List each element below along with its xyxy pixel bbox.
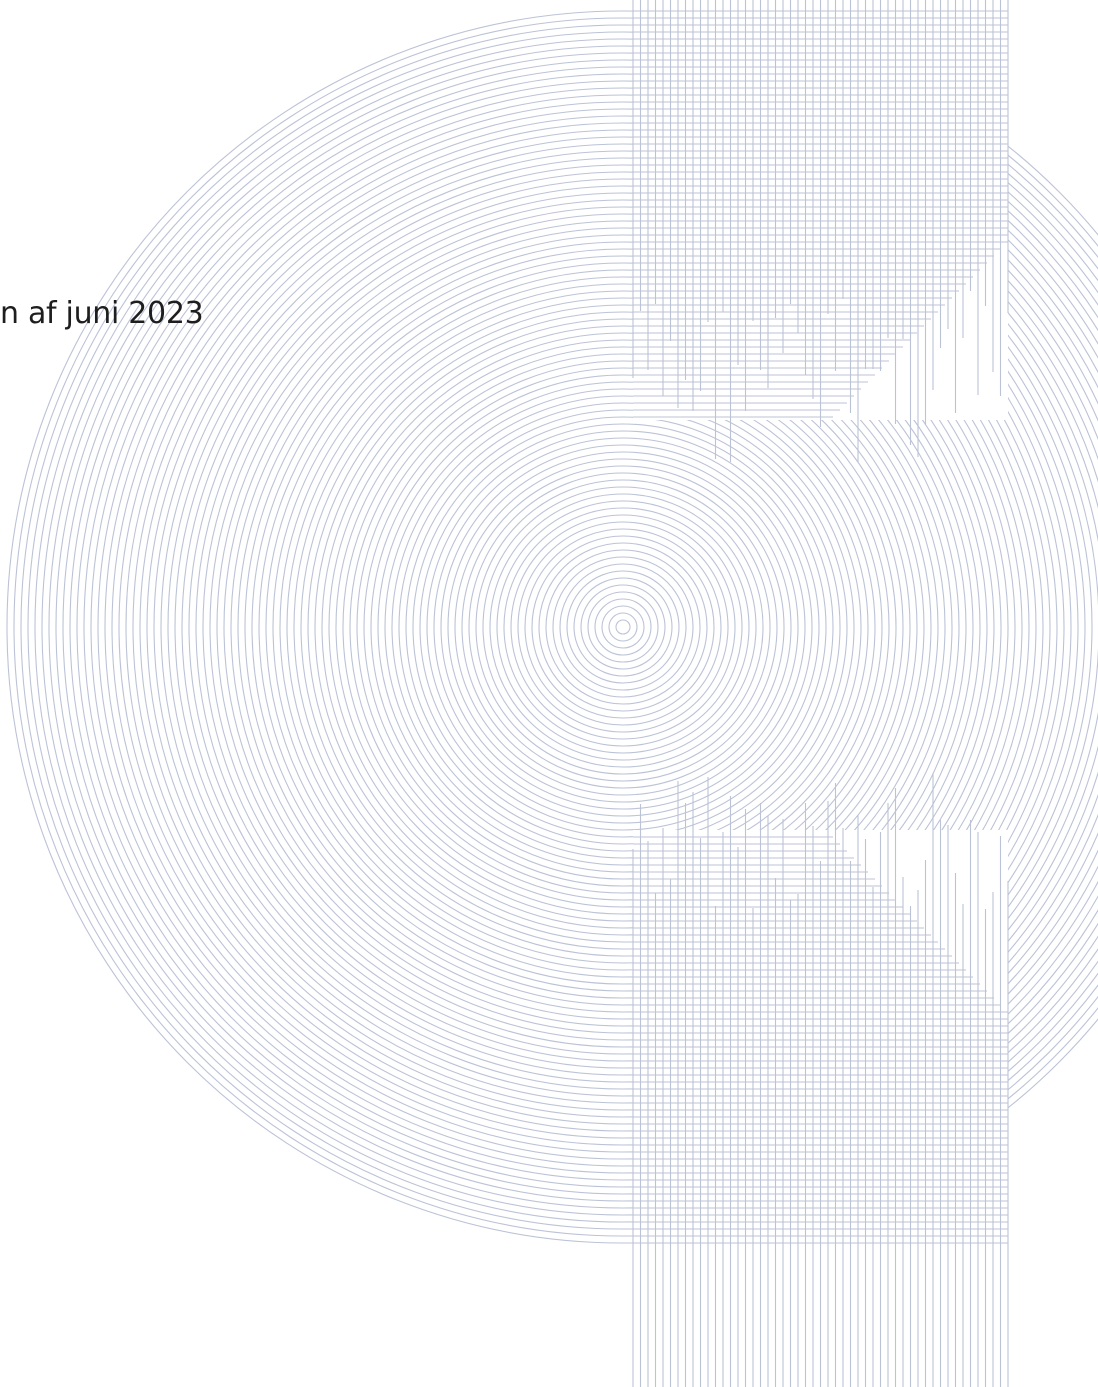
decor-circle — [104, 108, 1098, 1146]
decor-circle — [195, 199, 1051, 1055]
decor-circle — [440, 444, 806, 810]
decor-circle — [475, 479, 771, 775]
decor-circle — [34, 38, 1098, 1216]
decor-circle — [335, 339, 911, 915]
decor-circle — [342, 346, 904, 908]
decor-circle — [265, 269, 981, 985]
decor-circle — [447, 451, 799, 803]
decor-circle — [601, 605, 645, 649]
decor-circle — [223, 227, 1023, 1027]
decor-circle — [426, 430, 820, 824]
decor-circle — [615, 619, 631, 635]
decor-circle — [300, 304, 946, 950]
decor-circle — [433, 437, 813, 817]
decor-circle — [69, 73, 1098, 1181]
decor-circle — [55, 59, 1098, 1195]
decor-circle — [517, 521, 729, 733]
decor-circle — [524, 528, 722, 726]
decor-circle — [587, 591, 659, 663]
decor-circle — [356, 360, 890, 894]
decor-circle — [153, 157, 1093, 1097]
decor-circle — [384, 388, 862, 866]
decor-circle — [83, 87, 1098, 1167]
decor-circle — [538, 542, 708, 712]
decor-circle — [27, 31, 1098, 1223]
decor-circle — [405, 409, 841, 845]
decor-circle — [244, 248, 1002, 1006]
decor-circle — [398, 402, 848, 852]
decor-circle — [174, 178, 1072, 1076]
decor-circle — [468, 472, 778, 782]
decor-circle — [503, 507, 743, 747]
decor-circle — [328, 332, 918, 922]
decor-circle — [573, 577, 673, 677]
decor-circle — [230, 234, 1016, 1020]
decor-circle — [370, 374, 876, 880]
decor-circle — [6, 10, 1098, 1244]
decor-circle — [377, 381, 869, 873]
decor-circle — [510, 514, 736, 740]
decor-circle — [454, 458, 792, 796]
decor-circle — [552, 556, 694, 698]
decor-circle — [125, 129, 1098, 1125]
decor-circle — [608, 612, 638, 642]
decor-circle — [146, 150, 1098, 1104]
decor-circle — [188, 192, 1058, 1062]
decor-circle — [307, 311, 939, 943]
decor-circle — [594, 598, 652, 656]
heading-fragment: n af juni 2023 — [0, 296, 204, 331]
decor-circle — [559, 563, 687, 691]
decor-circle — [13, 17, 1098, 1237]
decor-circle — [132, 136, 1098, 1118]
circle-group — [6, 10, 1098, 1244]
decor-circle — [258, 262, 988, 992]
decor-circle — [419, 423, 827, 831]
decor-circle — [461, 465, 785, 789]
decor-circle — [216, 220, 1030, 1034]
decor-circle — [139, 143, 1098, 1111]
decor-circle — [412, 416, 834, 838]
decor-circle — [90, 94, 1098, 1160]
decor-circle — [566, 570, 680, 684]
decor-circle — [286, 290, 960, 964]
decor-circle — [237, 241, 1009, 1013]
decor-circle — [279, 283, 967, 971]
decor-circle — [391, 395, 855, 859]
decor-circle — [321, 325, 925, 929]
decor-circle — [181, 185, 1065, 1069]
decor-circle — [251, 255, 995, 999]
decor-circle — [363, 367, 883, 887]
decor-circle — [545, 549, 701, 705]
decor-circle — [272, 276, 974, 978]
decor-circle — [97, 101, 1098, 1153]
line-group — [632, 0, 1009, 1387]
decor-circle — [167, 171, 1079, 1083]
decor-circle — [531, 535, 715, 719]
decor-circle — [349, 353, 897, 901]
decor-circle — [209, 213, 1037, 1041]
decor-circle — [580, 584, 666, 670]
decor-circle — [293, 297, 953, 957]
decor-circle — [41, 45, 1098, 1209]
decor-circle — [160, 164, 1086, 1090]
decor-circle — [496, 500, 750, 754]
decor-circle — [202, 206, 1044, 1048]
decor-circle — [20, 24, 1098, 1230]
decor-circle — [314, 318, 932, 936]
decor-circle — [118, 122, 1098, 1132]
decor-circle — [76, 80, 1098, 1174]
decor-circle — [62, 66, 1098, 1188]
decor-circle — [489, 493, 757, 761]
decor-circle — [482, 486, 764, 768]
decor-circle — [111, 115, 1098, 1139]
decor-circle — [48, 52, 1098, 1202]
